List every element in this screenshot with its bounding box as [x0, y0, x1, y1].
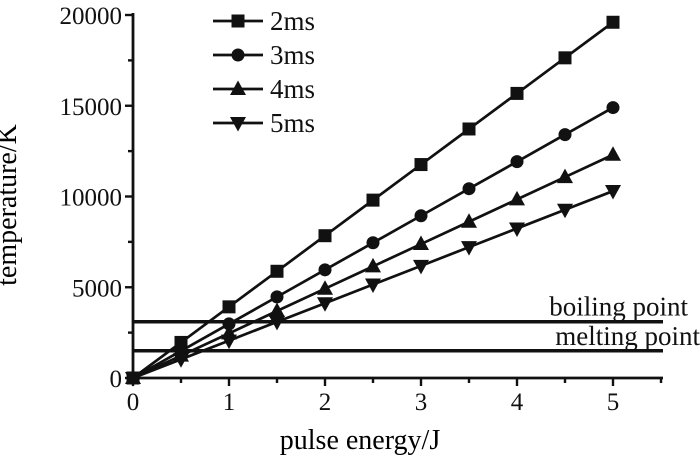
x-tick-label: 2: [319, 389, 332, 416]
marker-5ms: [269, 315, 285, 331]
legend-label-2ms: 2ms: [270, 6, 315, 36]
x-axis-title: pulse energy/J: [280, 425, 441, 456]
marker-3ms: [606, 101, 620, 115]
marker-4ms: [269, 302, 285, 318]
axes-layer: 0 1 2 3 4 5 0 5000 10000 15000 20000: [60, 3, 663, 416]
legend-label-3ms: 3ms: [270, 40, 315, 70]
y-tick-label: 5000: [72, 275, 122, 302]
marker-3ms: [462, 182, 476, 196]
marker-2ms: [366, 193, 380, 207]
series-layer: [125, 15, 621, 387]
marker-3ms: [558, 128, 572, 142]
marker-3ms: [318, 263, 332, 277]
marker-5ms: [173, 353, 189, 368]
marker-4ms: [605, 146, 621, 161]
x-tick-label: 3: [415, 389, 428, 416]
marker-2ms: [558, 51, 572, 65]
marker-3ms: [222, 317, 236, 331]
legend-label-5ms: 5ms: [270, 108, 315, 138]
legend-item-3ms: 3ms: [213, 40, 315, 70]
x-tick-label: 5: [607, 389, 620, 416]
legend-label-4ms: 4ms: [270, 74, 315, 104]
y-axis-title: temperature/K: [0, 124, 23, 286]
legend: 2ms 3ms 4ms 5ms: [213, 6, 315, 138]
marker-5ms: [413, 259, 429, 275]
marker-2ms: [462, 122, 476, 136]
marker-5ms: [365, 278, 381, 294]
legend-item-5ms: 5ms: [213, 108, 315, 138]
marker-4ms: [413, 235, 429, 251]
marker-2ms: [510, 86, 524, 100]
marker-4ms: [509, 190, 525, 206]
marker-2ms: [318, 229, 332, 243]
marker-4ms: [365, 257, 381, 273]
y-tick-label: 10000: [60, 185, 123, 212]
y-tick-label: 20000: [60, 3, 123, 30]
legend-item-4ms: 4ms: [213, 74, 315, 104]
y-tick-label: 15000: [60, 94, 123, 121]
marker-5ms: [605, 185, 621, 200]
marker-2ms: [270, 264, 284, 278]
marker-3ms: [366, 236, 380, 250]
reference-label-boiling: boiling point: [549, 292, 688, 322]
legend-marker-5ms: [230, 117, 246, 132]
marker-2ms: [606, 15, 620, 29]
marker-2ms: [414, 158, 428, 172]
marker-5ms: [509, 222, 525, 237]
y-tick-label: 0: [110, 366, 123, 393]
marker-4ms: [557, 168, 573, 184]
x-tick-label: 0: [127, 389, 140, 416]
marker-4ms: [317, 280, 333, 295]
marker-4ms: [461, 213, 477, 228]
marker-2ms: [222, 300, 236, 314]
marker-5ms: [557, 203, 573, 219]
reference-label-melting: melting point: [555, 321, 700, 351]
x-tick-label: 4: [511, 389, 524, 416]
marker-5ms: [221, 334, 237, 350]
marker-5ms: [317, 297, 333, 312]
marker-3ms: [510, 155, 524, 169]
legend-item-2ms: 2ms: [213, 6, 315, 36]
x-tick-label: 1: [223, 389, 236, 416]
marker-3ms: [270, 290, 284, 304]
marker-5ms: [461, 241, 477, 256]
marker-3ms: [414, 209, 428, 223]
legend-marker-2ms: [231, 14, 245, 28]
legend-marker-3ms: [231, 48, 245, 62]
legend-marker-4ms: [230, 80, 246, 95]
